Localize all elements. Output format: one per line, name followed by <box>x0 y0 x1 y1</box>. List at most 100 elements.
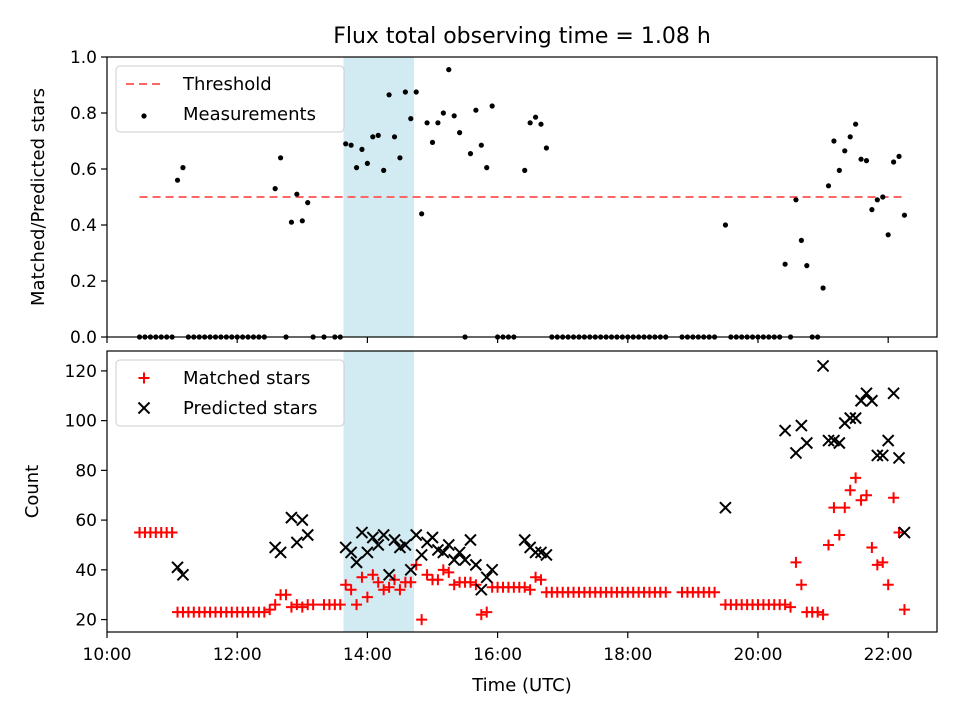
x-tick-label: 14:00 <box>343 645 392 665</box>
data-point <box>451 113 457 119</box>
data-point <box>391 134 398 140</box>
y-tick-label: 100 <box>65 412 97 432</box>
data-point <box>866 541 878 553</box>
data-point <box>865 394 879 407</box>
data-point <box>529 546 542 559</box>
data-point <box>353 165 360 171</box>
data-point <box>874 197 880 203</box>
legend-label: Measurements <box>183 104 316 125</box>
data-point <box>820 285 826 291</box>
top-panel: 0.0 0.2 0.4 0.6 0.8 1.0 Matched/Predicted star… <box>28 48 938 348</box>
data-point <box>898 526 911 539</box>
data-point <box>301 528 314 542</box>
plot-frame <box>106 350 938 633</box>
data-point <box>340 579 352 591</box>
legend-box <box>115 359 345 427</box>
data-point <box>174 177 181 183</box>
legend-label: Matched stars <box>183 368 310 389</box>
data-point <box>825 183 832 189</box>
data-point <box>424 120 430 126</box>
data-point <box>481 606 493 618</box>
data-point <box>290 536 304 549</box>
data-point <box>485 563 499 577</box>
data-point <box>413 89 419 95</box>
data-point <box>800 436 814 450</box>
y-tick-label: 120 <box>65 362 97 382</box>
data-point <box>882 579 894 591</box>
data-point <box>288 219 295 225</box>
data-point <box>272 186 278 192</box>
data-point <box>892 451 906 465</box>
data-point <box>176 568 190 582</box>
x-tick-label: 20:00 <box>733 645 782 665</box>
data-point <box>779 599 791 611</box>
data-point <box>839 502 851 514</box>
data-point <box>421 569 433 581</box>
x-tick-label: 16:00 <box>473 645 522 665</box>
data-point <box>453 546 466 559</box>
x-axis-label: Time (UTC) <box>471 675 572 696</box>
data-point <box>869 207 875 213</box>
data-point <box>901 212 908 218</box>
data-point <box>823 539 835 551</box>
data-point <box>264 604 276 616</box>
data-point <box>388 533 401 547</box>
data-point <box>871 449 884 462</box>
legend-label: Predicted stars <box>183 398 317 419</box>
data-point <box>435 120 441 126</box>
data-point <box>404 563 417 577</box>
data-point <box>426 531 439 544</box>
data-point <box>480 571 493 584</box>
data-point <box>798 237 804 243</box>
data-point <box>343 141 349 147</box>
data-point <box>822 434 835 447</box>
data-point <box>855 494 867 506</box>
data-point <box>778 424 792 437</box>
data-point <box>478 142 484 148</box>
data-point <box>367 569 379 581</box>
data-point <box>836 167 842 173</box>
data-point <box>844 484 856 496</box>
data-point <box>789 446 803 460</box>
data-point <box>457 130 463 136</box>
data-point <box>399 538 412 552</box>
data-point <box>891 159 897 165</box>
data-point <box>180 165 186 171</box>
data-point <box>378 584 390 596</box>
x-tick-label: 18:00 <box>603 645 652 665</box>
data-point <box>833 529 845 541</box>
y-tick-label: 80 <box>75 461 97 481</box>
data-point <box>307 599 319 611</box>
data-point <box>350 556 363 569</box>
data-point <box>842 148 848 154</box>
data-point <box>458 553 472 567</box>
y-tick-label: 1.0 <box>70 48 97 68</box>
data-point <box>795 419 808 432</box>
data-point <box>871 559 883 571</box>
series-predicted-stars <box>171 359 911 596</box>
series-matched-stars <box>134 472 910 626</box>
y-tick-label: 0.4 <box>70 216 97 236</box>
y-tick-label: 0.0 <box>70 328 97 348</box>
data-point <box>447 553 461 567</box>
data-point <box>467 151 474 157</box>
y-tick-label: 0.8 <box>70 104 97 124</box>
data-point <box>285 601 297 613</box>
y-tick-label: 60 <box>75 511 97 531</box>
x-tick-label: 10:00 <box>83 645 132 665</box>
data-point <box>382 568 396 582</box>
data-point <box>660 586 672 598</box>
data-point <box>849 411 862 425</box>
data-point <box>816 359 830 373</box>
data-point <box>402 89 408 95</box>
data-point <box>442 538 455 552</box>
legend-swatch <box>138 372 150 384</box>
legend-box <box>115 65 345 133</box>
data-point <box>464 533 477 547</box>
data-point <box>416 614 428 626</box>
data-point <box>817 609 829 621</box>
data-point <box>469 558 483 572</box>
data-point <box>364 160 370 166</box>
data-point <box>484 165 490 171</box>
